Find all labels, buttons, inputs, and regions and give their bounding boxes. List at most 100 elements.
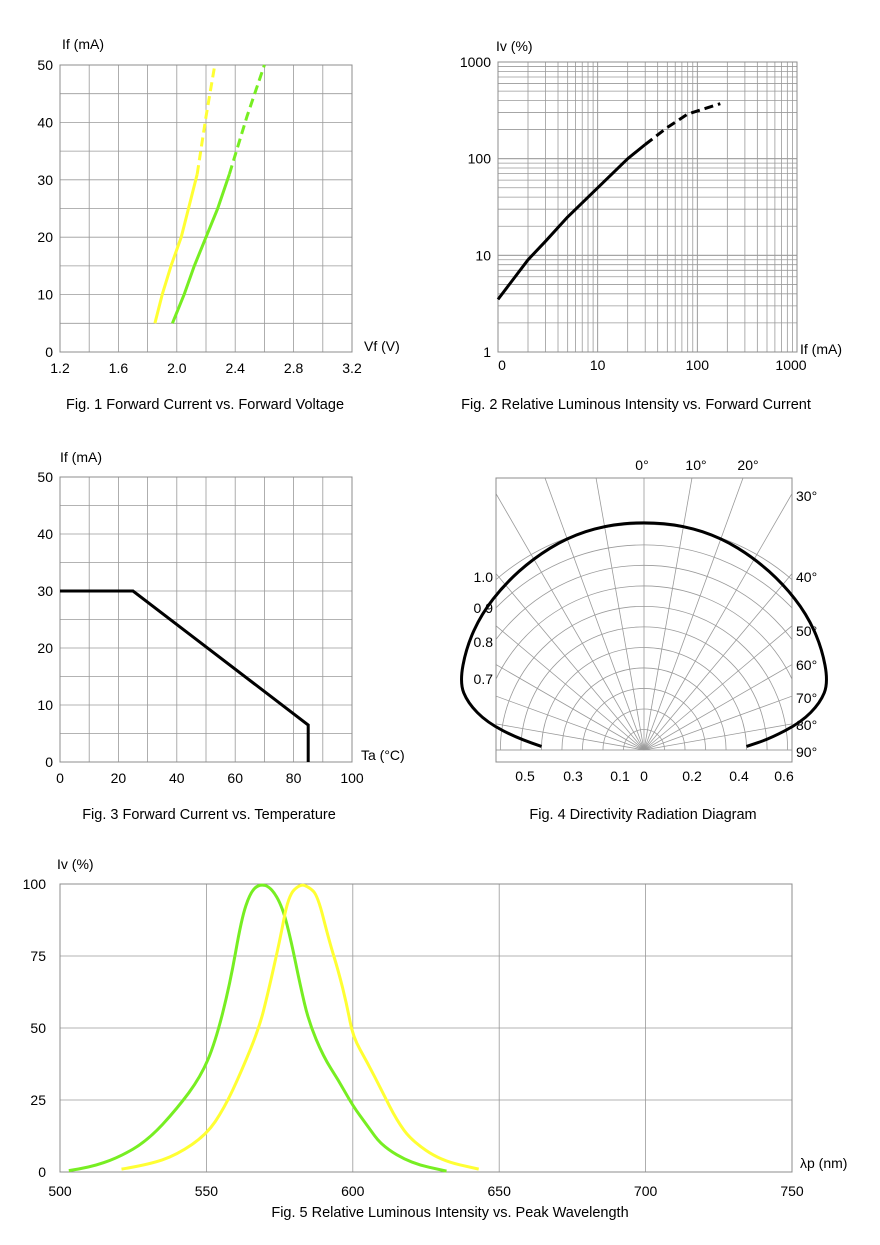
spectrum-line-green — [68, 883, 447, 1173]
x-axis-label: Vf (V) — [364, 338, 400, 354]
bottom-scale-label: 0 — [640, 768, 648, 784]
figure-caption: Fig. 4 Directivity Radiation Diagram — [529, 807, 756, 823]
polar-radial — [643, 478, 693, 751]
fig3-chart: 0 20 40 60 80 100 0 10 20 30 40 50 If (mA) Ta (°C) — [37, 449, 404, 786]
x-tick-label: 10 — [590, 357, 606, 373]
y-tick-label: 100 — [23, 876, 47, 892]
polar-radial — [643, 478, 744, 751]
bottom-scale-label: 0.1 — [610, 768, 630, 784]
fig4-chart: 0° 10° 20° 30° 40° 50° 60° 70° 80° 90° 1.0 0.9 0.8 0.… — [460, 457, 828, 784]
polar-radial — [643, 572, 792, 751]
bottom-scale-label: 0.3 — [563, 768, 583, 784]
angle-label: 30° — [796, 488, 817, 504]
angle-label: 0° — [635, 457, 648, 473]
plot-frame — [497, 61, 798, 353]
radius-label: 1.0 — [474, 569, 494, 585]
y-axis-label: Iv (%) — [496, 38, 533, 54]
figure-caption: Fig. 5 Relative Luminous Intensity vs. P… — [271, 1205, 628, 1221]
x-tick-label: 550 — [195, 1183, 219, 1199]
polar-radial — [643, 723, 792, 751]
x-tick-label: 80 — [286, 770, 302, 786]
y-tick-label: 30 — [37, 172, 53, 188]
polar-radial — [643, 664, 792, 751]
polar-radial — [496, 625, 645, 751]
x-tick-label: 60 — [227, 770, 243, 786]
bottom-scale-label: 0.6 — [774, 768, 794, 784]
y-tick-label: 20 — [37, 640, 53, 656]
radius-label: 0.8 — [474, 634, 494, 650]
polar-radial — [496, 664, 645, 751]
x-tick-label: 100 — [340, 770, 364, 786]
y-tick-label: 40 — [37, 114, 53, 130]
series-line-yellow — [153, 173, 199, 324]
y-tick-label: 50 — [30, 1020, 46, 1036]
y-tick-label: 30 — [37, 583, 53, 599]
series-line-dashed-black — [644, 102, 721, 146]
bottom-scale-label: 0.5 — [515, 768, 535, 784]
x-tick-label: 20 — [111, 770, 127, 786]
plot-frame — [59, 476, 353, 763]
plot-frame — [59, 883, 793, 1173]
bottom-scale-label: 0.4 — [729, 768, 749, 784]
plot-frame — [495, 477, 793, 763]
x-tick-label: 1.2 — [50, 360, 70, 376]
x-tick-label: 700 — [634, 1183, 658, 1199]
y-tick-label: 75 — [30, 948, 46, 964]
y-axis-label: Iv (%) — [57, 856, 94, 872]
polar-radial — [496, 723, 645, 751]
series-line-green — [171, 173, 231, 324]
polar-radial — [643, 695, 792, 751]
fig1-chart: 1.2 1.6 2.0 2.4 2.8 3.2 0 10 20 30 40 50 If (mA) Vf (… — [37, 36, 399, 376]
angle-label: 20° — [737, 457, 758, 473]
angle-label: 10° — [685, 457, 706, 473]
y-tick-label: 10 — [37, 697, 53, 713]
y-tick-label: 25 — [30, 1092, 46, 1108]
x-tick-label: 2.4 — [225, 360, 245, 376]
figure-caption: Fig. 2 Relative Luminous Intensity vs. F… — [461, 397, 811, 413]
series-line-black — [60, 589, 310, 762]
y-tick-label: 40 — [37, 526, 53, 542]
x-axis-label: If (mA) — [800, 341, 842, 357]
series-line-dashed-green — [227, 64, 266, 175]
x-tick-label: 750 — [780, 1183, 804, 1199]
fig2-chart: 0 10 100 1000 1 10 100 1000 Iv (%) If (mA) — [460, 38, 842, 373]
x-tick-label: 500 — [48, 1183, 72, 1199]
x-tick-label: 0 — [56, 770, 64, 786]
y-axis-label: If (mA) — [60, 449, 102, 465]
series-line-black — [496, 143, 647, 301]
x-tick-label: 600 — [341, 1183, 365, 1199]
angle-label: 90° — [796, 744, 817, 760]
x-tick-label: 2.8 — [284, 360, 304, 376]
y-tick-label: 1 — [483, 344, 491, 360]
y-tick-label: 20 — [37, 229, 53, 245]
polar-radial — [496, 572, 645, 751]
x-tick-label: 2.0 — [167, 360, 187, 376]
polar-radial — [544, 478, 645, 751]
y-tick-label: 10 — [475, 247, 491, 263]
x-tick-label: 1000 — [775, 357, 806, 373]
polar-radial — [496, 695, 645, 751]
polar-radial — [643, 492, 792, 751]
polar-radial — [595, 478, 645, 751]
bottom-scale-label: 0.2 — [682, 768, 702, 784]
x-axis-label: λp (nm) — [800, 1155, 847, 1171]
y-tick-label: 1000 — [460, 54, 491, 70]
x-axis-label: Ta (°C) — [361, 747, 405, 763]
x-tick-label: 1.6 — [109, 360, 129, 376]
y-tick-label: 0 — [38, 1164, 46, 1180]
angle-label: 50° — [796, 623, 817, 639]
y-tick-label: 50 — [37, 57, 53, 73]
y-tick-label: 10 — [37, 287, 53, 303]
polar-radial — [496, 492, 645, 751]
x-tick-label: 100 — [686, 357, 710, 373]
y-tick-label: 100 — [468, 151, 492, 167]
radius-label: 0.7 — [474, 671, 494, 687]
angle-label: 70° — [796, 690, 817, 706]
angle-label: 80° — [796, 717, 817, 733]
x-tick-label: 0 — [498, 357, 506, 373]
polar-radial — [643, 625, 792, 751]
y-tick-label: 50 — [37, 469, 53, 485]
figure-caption: Fig. 3 Forward Current vs. Temperature — [82, 807, 336, 823]
y-axis-label: If (mA) — [62, 36, 104, 52]
